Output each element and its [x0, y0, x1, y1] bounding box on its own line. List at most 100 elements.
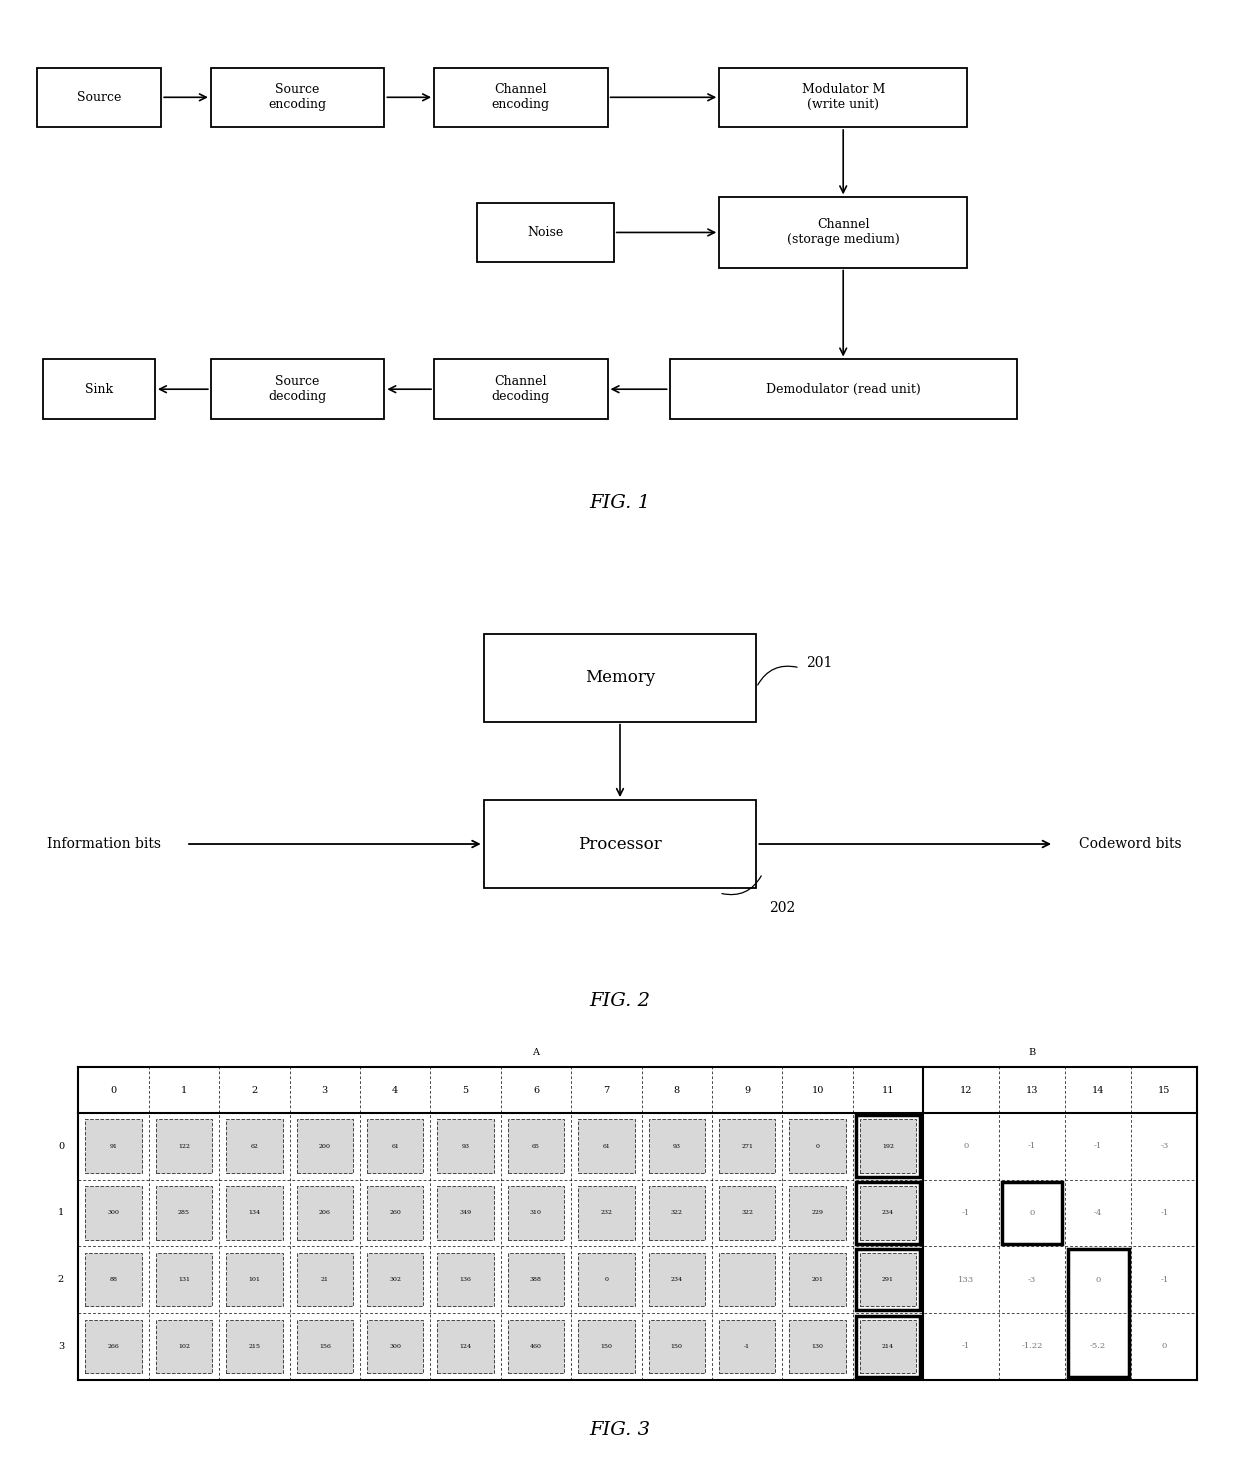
Text: 91: 91 [109, 1144, 118, 1148]
Text: -1.22: -1.22 [1022, 1343, 1043, 1350]
Text: 131: 131 [179, 1277, 190, 1283]
Text: Sink: Sink [86, 383, 113, 396]
FancyBboxPatch shape [508, 1119, 564, 1173]
Text: 134: 134 [248, 1210, 260, 1216]
FancyBboxPatch shape [434, 67, 608, 127]
FancyBboxPatch shape [156, 1319, 212, 1373]
FancyBboxPatch shape [211, 359, 384, 419]
Text: 0: 0 [963, 1143, 968, 1150]
Text: 101: 101 [248, 1277, 260, 1283]
Text: Demodulator (read unit): Demodulator (read unit) [766, 383, 920, 396]
FancyBboxPatch shape [859, 1119, 916, 1173]
Text: 322: 322 [742, 1210, 753, 1216]
FancyBboxPatch shape [578, 1319, 635, 1373]
Text: 234: 234 [671, 1277, 683, 1283]
Text: Processor: Processor [578, 836, 662, 853]
Text: FIG. 3: FIG. 3 [589, 1420, 651, 1439]
Text: 136: 136 [460, 1277, 471, 1283]
FancyBboxPatch shape [156, 1254, 212, 1306]
Text: Channel
decoding: Channel decoding [492, 375, 549, 403]
Text: 10: 10 [811, 1086, 823, 1094]
FancyBboxPatch shape [484, 801, 756, 888]
Text: 62: 62 [250, 1144, 258, 1148]
FancyBboxPatch shape [296, 1319, 353, 1373]
FancyBboxPatch shape [484, 634, 756, 722]
Text: 3: 3 [321, 1086, 327, 1094]
FancyBboxPatch shape [296, 1119, 353, 1173]
Text: 214: 214 [882, 1344, 894, 1349]
Text: Information bits: Information bits [47, 837, 161, 850]
FancyBboxPatch shape [438, 1186, 494, 1239]
Text: 266: 266 [108, 1344, 119, 1349]
Text: -1: -1 [962, 1208, 970, 1217]
FancyBboxPatch shape [578, 1186, 635, 1239]
Text: 192: 192 [882, 1144, 894, 1148]
Text: 285: 285 [179, 1210, 190, 1216]
Text: 215: 215 [248, 1344, 260, 1349]
FancyBboxPatch shape [438, 1319, 494, 1373]
FancyBboxPatch shape [156, 1186, 212, 1239]
Text: 310: 310 [529, 1210, 542, 1216]
Text: Source
decoding: Source decoding [269, 375, 326, 403]
Text: 300: 300 [108, 1210, 119, 1216]
FancyBboxPatch shape [367, 1254, 423, 1306]
FancyBboxPatch shape [719, 1254, 775, 1306]
Text: 0: 0 [1095, 1275, 1101, 1284]
Text: -1: -1 [1161, 1208, 1168, 1217]
FancyBboxPatch shape [156, 1119, 212, 1173]
Text: 102: 102 [179, 1344, 190, 1349]
FancyBboxPatch shape [226, 1119, 283, 1173]
Text: 302: 302 [389, 1277, 402, 1283]
FancyBboxPatch shape [367, 1319, 423, 1373]
Text: 232: 232 [600, 1210, 613, 1216]
Text: 300: 300 [389, 1344, 402, 1349]
Text: 130: 130 [812, 1344, 823, 1349]
FancyBboxPatch shape [508, 1319, 564, 1373]
FancyBboxPatch shape [790, 1186, 846, 1239]
Text: Codeword bits: Codeword bits [1079, 837, 1182, 850]
Text: Source: Source [77, 91, 122, 104]
Text: 2: 2 [58, 1275, 64, 1284]
Text: Channel
encoding: Channel encoding [492, 83, 549, 111]
Text: 133: 133 [957, 1275, 973, 1284]
Text: 0: 0 [1162, 1343, 1167, 1350]
FancyBboxPatch shape [86, 1186, 141, 1239]
Text: Modulator M
(write unit): Modulator M (write unit) [801, 83, 885, 111]
Text: 322: 322 [671, 1210, 683, 1216]
FancyBboxPatch shape [670, 359, 1017, 419]
Text: 5: 5 [463, 1086, 469, 1094]
Text: 6: 6 [533, 1086, 539, 1094]
Text: 202: 202 [769, 900, 795, 915]
Text: 229: 229 [812, 1210, 823, 1216]
Text: 150: 150 [600, 1344, 613, 1349]
Text: -1: -1 [744, 1344, 750, 1349]
Text: -1: -1 [1094, 1143, 1102, 1150]
FancyBboxPatch shape [226, 1319, 283, 1373]
FancyBboxPatch shape [719, 67, 967, 127]
Text: Source
encoding: Source encoding [269, 83, 326, 111]
Text: 9: 9 [744, 1086, 750, 1094]
FancyBboxPatch shape [790, 1319, 846, 1373]
Text: FIG. 2: FIG. 2 [589, 992, 651, 1010]
Text: 21: 21 [321, 1277, 329, 1283]
Text: -4: -4 [1094, 1208, 1102, 1217]
FancyBboxPatch shape [578, 1119, 635, 1173]
FancyBboxPatch shape [578, 1254, 635, 1306]
Text: Memory: Memory [585, 669, 655, 687]
Text: 11: 11 [882, 1086, 894, 1094]
FancyBboxPatch shape [508, 1254, 564, 1306]
FancyBboxPatch shape [649, 1319, 706, 1373]
FancyBboxPatch shape [508, 1186, 564, 1239]
Text: 388: 388 [529, 1277, 542, 1283]
Text: 88: 88 [109, 1277, 118, 1283]
FancyBboxPatch shape [859, 1319, 916, 1373]
FancyBboxPatch shape [226, 1254, 283, 1306]
Text: 65: 65 [532, 1144, 539, 1148]
Text: 8: 8 [673, 1086, 680, 1094]
Text: 234: 234 [882, 1210, 894, 1216]
Text: 1: 1 [181, 1086, 187, 1094]
FancyBboxPatch shape [296, 1254, 353, 1306]
Text: 260: 260 [389, 1210, 401, 1216]
Text: 4: 4 [392, 1086, 398, 1094]
Text: 150: 150 [671, 1344, 683, 1349]
